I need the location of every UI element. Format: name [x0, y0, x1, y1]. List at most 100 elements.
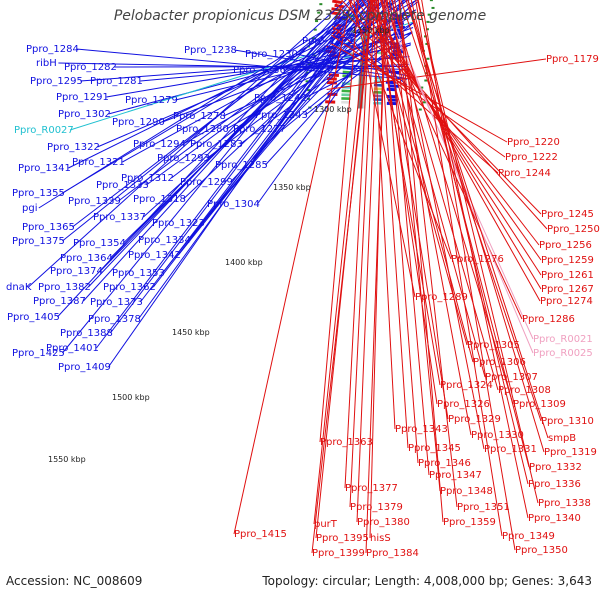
forward-gene-label: Ppro_1382: [38, 282, 91, 293]
scale-label: 1400 kbp: [225, 258, 263, 267]
forward-gene-label: Ppro_1293: [157, 153, 210, 164]
forward-gene-label: ribH: [36, 58, 57, 69]
reverse-gene: [332, 1, 342, 3]
forward-gene-label: Ppro_1323: [152, 218, 205, 229]
reverse-gene-label: Ppro_1305: [467, 340, 520, 351]
reverse-gene-label: Ppro_1250: [547, 224, 600, 235]
genome-summary: Topology: circular; Length: 4,008,000 bp…: [262, 574, 592, 588]
forward-gene-label: Ppro_1318: [133, 194, 186, 205]
gc-dot: [319, 3, 322, 5]
reverse-gene-label: Ppro_1306: [473, 357, 526, 368]
forward-gene-label: Ppro_1339: [68, 196, 121, 207]
forward-gene-label: Ppro_1375: [12, 236, 65, 247]
reverse-gene-label: Ppro_1276: [451, 254, 504, 265]
reverse-gene-label: Ppro_1222: [505, 152, 558, 163]
reverse-gene-label: Ppro_1286: [522, 314, 575, 325]
forward-gene-label: Ppro_1341: [18, 163, 71, 174]
reverse-gene-label: Ppro_1245: [541, 209, 594, 220]
reverse-gene-label: Ppro_1220: [507, 137, 560, 148]
reverse-gene-label: purT: [314, 519, 338, 530]
leader-line: [332, 26, 498, 173]
forward-gene-label: Ppro_1337: [93, 212, 146, 223]
gc-dot: [424, 80, 427, 82]
reverse-gene-label: Ppro_1348: [440, 486, 493, 497]
forward-gene-label: Ppro_1302: [58, 109, 111, 120]
reverse-gene-label: Ppro_1351: [457, 502, 510, 513]
reverse-gene-label: Ppro_1377: [345, 483, 398, 494]
forward-gene-label: Ppro_1387: [33, 296, 86, 307]
reverse-gene-label: Ppro_1267: [541, 284, 594, 295]
forward-gene-label: Ppro_1373: [90, 297, 143, 308]
scale-label: 1350 kbp: [273, 183, 311, 192]
reverse-gene-label: Ppro_1350: [515, 545, 568, 556]
reverse-gene-label: Ppro_1347: [429, 470, 482, 481]
forward-gene-label: Ppro_1291: [56, 92, 109, 103]
reverse-gene-label: Ppro_1346: [418, 458, 471, 469]
forward-gene-label: Ppro_1364: [60, 253, 113, 264]
forward-gene-label: Ppro_1322: [47, 142, 100, 153]
forward-gene-label: Ppro_1280: [176, 124, 229, 135]
forward-gene-label: Ppro_1299: [180, 177, 233, 188]
forward-gene-label: Ppro_1221: [302, 36, 355, 47]
reverse-gene-label: Ppro_1309: [513, 399, 566, 410]
forward-gene-label: Ppro_1321: [72, 157, 125, 168]
forward-gene-label: Ppro_1425: [12, 348, 65, 359]
reverse-gene-label: Ppro_R0021: [533, 334, 593, 345]
forward-gene-label: Ppro_1355: [12, 188, 65, 199]
reverse-gene-label: Ppro_1379: [350, 502, 403, 513]
forward-gene-label: Ppro_1284: [26, 44, 79, 55]
forward-gene-label: Ppro_1238: [184, 45, 237, 56]
reverse-gene-label: Ppro_1326: [437, 399, 490, 410]
reverse-gene-label: Ppro_1336: [528, 479, 581, 490]
scale-label: 1250 kbp: [352, 26, 390, 35]
reverse-gene-label: Ppro_1345: [408, 443, 461, 454]
reverse-gene-label: smpB: [548, 433, 576, 444]
reverse-gene-label: Ppro_1261: [541, 270, 594, 281]
forward-gene-label: Ppro_1354: [73, 238, 126, 249]
reverse-gene-label: Ppro_1310: [541, 416, 594, 427]
accession-label: Accession: NC_008609: [6, 574, 142, 588]
forward-gene-label: Ppro_1374: [50, 266, 103, 277]
forward-gene-label: Ppro_1281: [90, 76, 143, 87]
forward-gene-label: Ppro_1342: [128, 250, 181, 261]
forward-gene-label: Ppro_1294: [133, 139, 186, 150]
reverse-gene-label: Ppro_1363: [320, 437, 373, 448]
forward-gene-label: Ppro_1378: [88, 314, 141, 325]
reverse-gene-label: Ppro_1349: [502, 531, 555, 542]
forward-gene-label: pgi: [22, 203, 37, 214]
reverse-gene-label: Ppro_R0025: [533, 348, 593, 359]
forward-gene-label: Ppro_1409: [58, 362, 111, 373]
forward-gene-label: Ppro_1283: [190, 139, 243, 150]
forward-gene-label: Ppro_1279: [125, 95, 178, 106]
reverse-gene-label: hisS: [370, 533, 391, 544]
reverse-gene-label: Ppro_1331: [484, 444, 537, 455]
forward-gene-label: Ppro_1362: [103, 282, 156, 293]
forward-gene-label: Ppro_1295: [30, 76, 83, 87]
scale-label: 1500 kbp: [112, 393, 150, 402]
gc-dot: [430, 0, 433, 1]
reverse-gene-label: Ppro_1384: [366, 548, 419, 559]
reverse-gene-label: Ppro_1332: [529, 462, 582, 473]
scale-label: 1450 kbp: [172, 328, 210, 337]
reverse-gene: [327, 79, 337, 80]
gc-dot: [419, 109, 422, 111]
reverse-gene-label: Ppro_1395: [316, 533, 369, 544]
forward-gene-label: Ppro_1304: [207, 199, 260, 210]
reverse-gene-label: Ppro_1329: [448, 414, 501, 425]
gc-dot: [426, 58, 429, 60]
reverse-gene-label: Ppro_1179: [546, 54, 599, 65]
reverse-gene-label: Ppro_1244: [498, 168, 551, 179]
forward-gene-label: Ppro_1285: [215, 160, 268, 171]
forward-gene-label: dnaK: [6, 282, 32, 293]
reverse-gene-label: Ppro_1330: [471, 430, 524, 441]
reverse-gene-label: Ppro_1259: [541, 255, 594, 266]
forward-gene-label: Ppro_1236: [233, 65, 286, 76]
forward-gene-label: Ppro_1242: [254, 93, 307, 104]
scale-label: 1550 kbp: [48, 455, 86, 464]
reverse-gene-label: Ppro_1340: [528, 513, 581, 524]
reverse-gene-label: Ppro_1307: [485, 372, 538, 383]
reverse-gene-label: Ppro_1324: [440, 380, 493, 391]
